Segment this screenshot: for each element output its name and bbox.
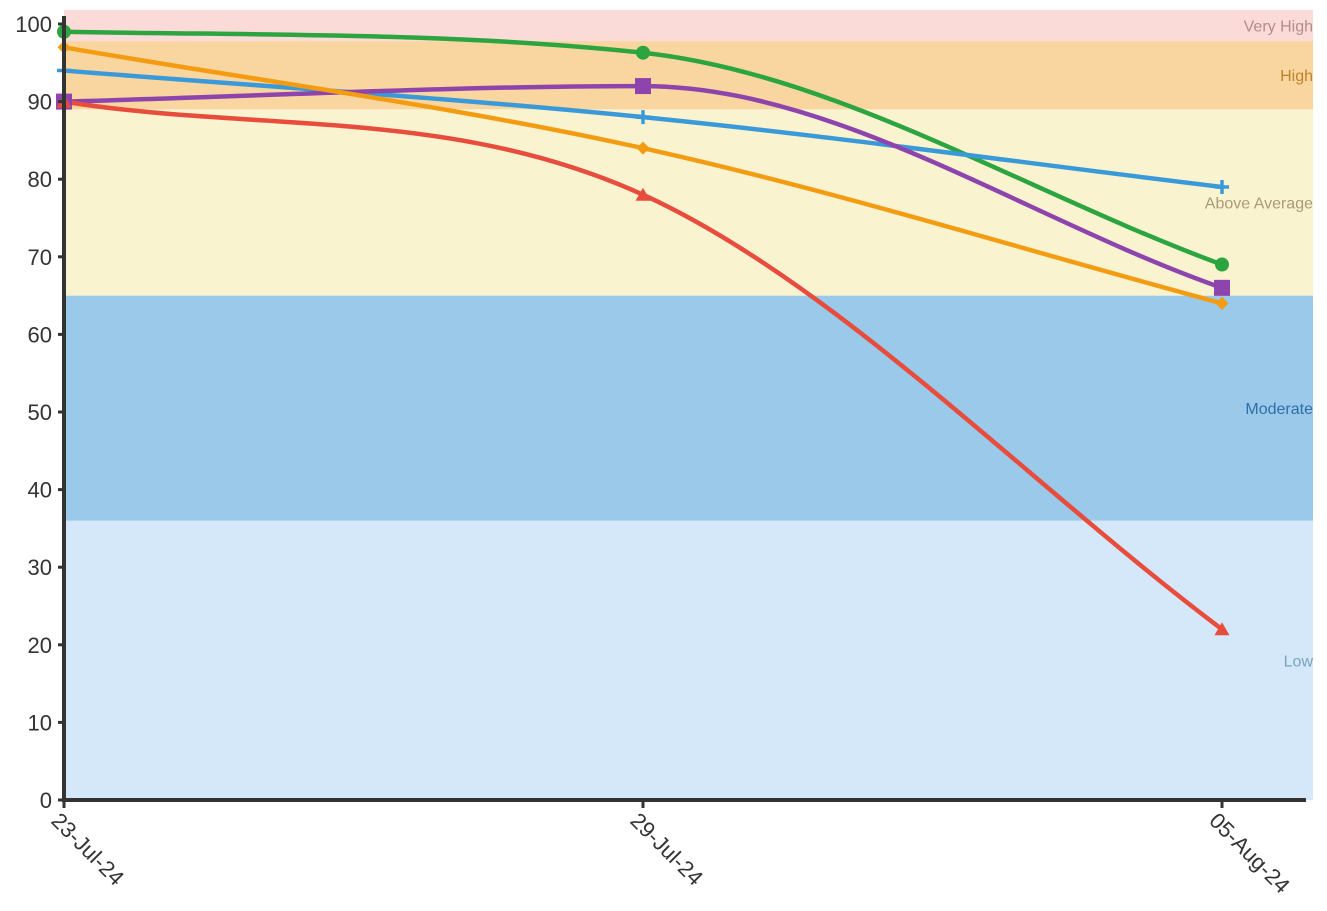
y-tick-label: 30 — [28, 555, 52, 580]
axes — [62, 16, 1306, 802]
y-tick-label: 80 — [28, 167, 52, 192]
band-label: Low — [1284, 653, 1314, 670]
y-tick-label: 70 — [28, 245, 52, 270]
y-tick-label: 0 — [40, 788, 52, 813]
data-point-series-5-3 — [1214, 622, 1230, 636]
y-tick-label: 10 — [28, 710, 52, 735]
y-tick-label: 20 — [28, 633, 52, 658]
band-label: Very High — [1244, 19, 1313, 36]
data-point-series-2-3 — [1215, 179, 1229, 194]
band-label: Above Average — [1205, 195, 1313, 212]
band-moderate — [64, 295, 1313, 521]
x-tick-label: 05-Aug-24 — [1204, 808, 1294, 898]
x-axis-ticks: 23-Jul-24 29-Jul-24 05-Aug-24 — [46, 800, 1295, 898]
data-point-series-1-3 — [1215, 257, 1229, 272]
band-above-average — [64, 109, 1313, 296]
y-tick-label: 50 — [28, 400, 52, 425]
data-point-series-4-2 — [636, 141, 650, 155]
y-tick-label: 100 — [15, 12, 52, 37]
y-axis-ticks: 0 10 20 30 40 50 60 70 80 90 100 — [15, 12, 64, 813]
x-tick-label: 29-Jul-24 — [625, 808, 708, 891]
data-point-series-3-2 — [635, 78, 651, 95]
band-low — [64, 520, 1313, 800]
y-tick-label: 90 — [28, 90, 52, 115]
y-tick-label: 60 — [28, 322, 52, 347]
band-high — [64, 41, 1313, 110]
data-point-series-3-3 — [1214, 279, 1230, 296]
data-point-series-2-2 — [636, 110, 650, 125]
y-tick-label: 40 — [28, 478, 52, 503]
data-point-series-1-2 — [636, 45, 650, 60]
data-point-series-4-3 — [1215, 296, 1229, 310]
data-point-series-5-2 — [635, 187, 651, 201]
risk-bands — [64, 10, 1313, 800]
x-tick-label: 23-Jul-24 — [46, 808, 129, 891]
band-label: High — [1280, 68, 1313, 85]
series-line-5 — [61, 99, 1225, 632]
band-label: Moderate — [1245, 401, 1313, 418]
band-labels: Low Moderate Above Average High Very High — [1205, 19, 1314, 671]
